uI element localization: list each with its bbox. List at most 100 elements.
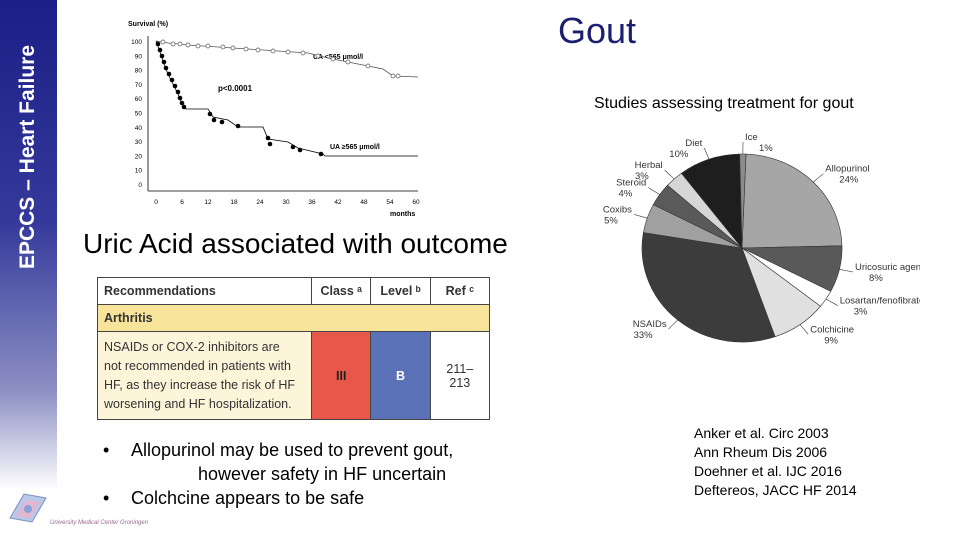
survival-y-tick-label: 100 (131, 39, 142, 46)
pie-label-name: Uricosuric agents (855, 262, 920, 273)
pie-label-value: 33% (634, 330, 654, 341)
bullet-item: • Allopurinol may be used to prevent gout… (103, 438, 453, 462)
survival-x-tick-label: 24 (256, 199, 264, 206)
ref-cell: 211–213 (429, 331, 491, 420)
survival-y-tick-label: 40 (135, 125, 143, 132)
recommendation-text: NSAIDs or COX-2 inhibitors are not recom… (96, 331, 313, 420)
reference-line: Anker et al. Circ 2003 (694, 425, 829, 441)
survival-x-tick-label: 0 (154, 199, 158, 206)
pie-label-value: 10% (669, 149, 689, 160)
pie-leader-line (668, 319, 678, 330)
pie-label-value: 9% (824, 335, 838, 346)
pie-label-name: Ice (745, 132, 758, 143)
survival-ylabel: Survival (%) (128, 21, 168, 28)
pie-label-value: 8% (869, 273, 883, 284)
survival-x-tick-label: 42 (334, 199, 342, 206)
reference-line: Doehner et al. IJC 2016 (694, 463, 842, 479)
pie-slice-nsaids (641, 232, 776, 343)
pie-leader-line (839, 268, 854, 273)
header-ref: Ref ᶜ (429, 277, 491, 305)
header-recommendations: Recommendations (96, 277, 313, 305)
survival-x-tick-label: 60 (412, 199, 420, 206)
umcg-logo (9, 493, 47, 523)
high-ua-markers (155, 41, 324, 157)
pie-chart-title: Studies assessing treatment for gout (594, 95, 854, 112)
pie-label-name: Losartan/fenofibrate (840, 296, 920, 307)
bullet-item: • Colchcine appears to be safe (103, 486, 453, 510)
bullet-marker: • (103, 488, 110, 508)
pie-label-name: Colchicine (810, 324, 854, 335)
pie-label-value: 3% (854, 307, 868, 318)
pie-label-value: 1% (759, 143, 773, 154)
survival-x-tick-label: 48 (360, 199, 368, 206)
survival-y-tick-label: 30 (135, 139, 143, 146)
slide-title: Gout (558, 10, 637, 51)
recommendation-line: worsening and HF hospitalization. (104, 396, 292, 411)
pie-label-name: Allopurinol (825, 164, 869, 175)
header-class: Class ᵃ (311, 277, 372, 305)
pie-label-name: Coxibs (603, 204, 632, 215)
survival-x-ticks: 0 6 12 18 24 30 36 42 48 54 60 (154, 199, 420, 206)
reference-line: Ann Rheum Dis 2006 (694, 444, 828, 460)
survival-x-tick-label: 18 (230, 199, 238, 206)
pie-leader-line (799, 324, 809, 335)
survival-x-tick-label: 36 (308, 199, 316, 206)
pie-leader-line (664, 169, 675, 180)
survival-y-tick-label: 10 (135, 168, 143, 175)
bullet-text: Allopurinol may be used to prevent gout, (131, 440, 454, 460)
survival-y-tick-label: 0 (138, 182, 142, 189)
p-value-label: p<0.0001 (218, 84, 253, 93)
high-ua-curve (155, 40, 418, 157)
sidebar-label: EPCCS – Heart Failure (16, 44, 39, 270)
reference-line: Deftereos, JACC HF 2014 (694, 482, 857, 498)
survival-y-tick-label: 70 (135, 82, 143, 89)
section-row: Arthritis (97, 304, 490, 332)
survival-y-tick-label: 20 (135, 153, 143, 160)
pie-leader-line (633, 214, 648, 219)
references: Anker et al. Circ 2003 Ann Rheum Dis 200… (694, 424, 857, 500)
low-ua-curve (155, 40, 419, 78)
pie-slice-allopurinol (741, 153, 843, 249)
table-row: NSAIDs or COX-2 inhibitors are not recom… (96, 331, 491, 420)
pie-label-name: Steroid (616, 178, 646, 189)
pie-label-value: 24% (839, 175, 859, 186)
survival-y-tick-label: 90 (135, 53, 143, 60)
series-high-label: UA ≥565 μmol/l (330, 144, 380, 151)
pie-leader-line (648, 187, 660, 195)
pie-leader-line (825, 298, 838, 306)
pie-label-value: 3% (635, 171, 649, 182)
pie-label-name: NSAIDs (633, 319, 667, 330)
bullet-list: • Allopurinol may be used to prevent gout… (103, 438, 453, 510)
bullet-continuation: however safety in HF uncertain (198, 464, 447, 484)
low-ua-markers (160, 39, 401, 79)
section-label: Arthritis (97, 304, 490, 332)
recommendations-table: Recommendations Class ᵃ Level ᵇ Ref ᶜ Ar… (96, 277, 491, 420)
survival-x-tick-label: 30 (282, 199, 290, 206)
survival-x-tick-label: 12 (204, 199, 212, 206)
pie-leader-lines (633, 142, 854, 335)
pie-slice-ice (739, 153, 747, 249)
pie-label-name: Herbal (635, 160, 663, 171)
pie-leader-line (813, 173, 824, 183)
survival-y-tick-label: 60 (135, 96, 143, 103)
bullet-text: Colchcine appears to be safe (131, 488, 365, 508)
pie-label-name: Diet (685, 138, 702, 149)
survival-y-tick-label: 80 (135, 68, 143, 75)
survival-y-tick-label: 50 (135, 111, 143, 118)
recommendation-line: HF, as they increase the risk of HF (104, 377, 296, 392)
survival-x-tick-label: 54 (386, 199, 394, 206)
recommendation-line: NSAIDs or COX-2 inhibitors are (104, 339, 280, 354)
headline: Uric Acid associated with outcome (83, 228, 508, 259)
series-low-label: UA <565 μmol/l (313, 54, 363, 61)
logo-caption: University Medical Center Groningen (50, 520, 149, 526)
pie-leader-line (704, 147, 710, 160)
pie-label-value: 5% (604, 215, 618, 226)
table-header-row: Recommendations Class ᵃ Level ᵇ Ref ᶜ (96, 277, 491, 305)
pie-slices (641, 153, 843, 343)
pie-label-value: 4% (619, 189, 633, 200)
recommendation-line: not recommended in patients with (104, 358, 291, 373)
